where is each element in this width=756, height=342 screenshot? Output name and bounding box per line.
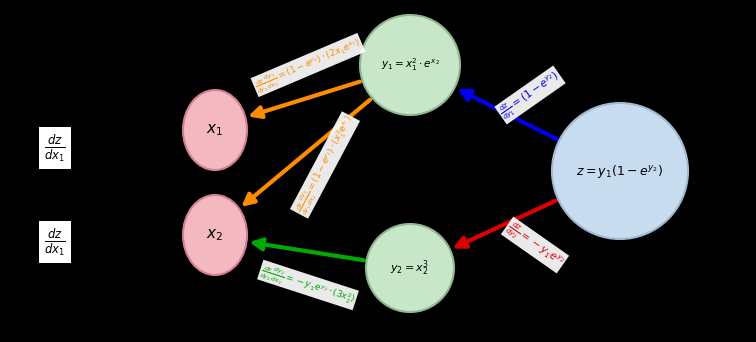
Text: $x_1$: $x_1$ (206, 122, 224, 138)
Text: $\frac{dz}{dy_1} = (1 - e^{y_2})$: $\frac{dz}{dy_1} = (1 - e^{y_2})$ (496, 67, 564, 123)
Text: $\frac{dz}{dx_1}$: $\frac{dz}{dx_1}$ (44, 132, 66, 164)
Ellipse shape (366, 224, 454, 312)
Text: $\frac{dz}{dy_1}\frac{dy_1}{dx_1} = (1-e^{y_2})\cdot(2x_1 e^{x_2})$: $\frac{dz}{dy_1}\frac{dy_1}{dx_1} = (1-e… (252, 34, 364, 96)
Ellipse shape (552, 103, 688, 239)
Ellipse shape (360, 15, 460, 115)
Text: $\frac{dz}{dy_2} = -y_1 e^{y_2}$: $\frac{dz}{dy_2} = -y_1 e^{y_2}$ (502, 218, 568, 272)
Text: $\frac{dz}{dx_1}$: $\frac{dz}{dx_1}$ (44, 132, 66, 164)
Text: $y_1 = x_1^2 \cdot e^{x_2}$: $y_1 = x_1^2 \cdot e^{x_2}$ (380, 56, 439, 74)
Text: $x_2$: $x_2$ (206, 227, 224, 243)
Text: $z = y_1(1-e^{y_2})$: $z = y_1(1-e^{y_2})$ (576, 162, 664, 180)
Text: $\frac{dz}{dy_2}\frac{dy_2}{dx_2} = -y_1 e^{y_2}\cdot(3x_2^2)$: $\frac{dz}{dy_2}\frac{dy_2}{dx_2} = -y_1… (259, 261, 358, 309)
Text: $\frac{dz}{dx_1}$: $\frac{dz}{dx_1}$ (44, 226, 66, 258)
Ellipse shape (183, 195, 247, 275)
Text: $\frac{dz}{dy_1}\frac{dy_1}{dx_2} = (1-e^{y_2})\cdot(x_1^2 e^{x_2})$: $\frac{dz}{dy_1}\frac{dy_1}{dx_2} = (1-e… (291, 113, 359, 218)
Text: $y_2 = x_2^3$: $y_2 = x_2^3$ (390, 258, 429, 278)
Text: $\frac{dz}{dx_1}$: $\frac{dz}{dx_1}$ (44, 226, 66, 258)
Ellipse shape (183, 90, 247, 170)
